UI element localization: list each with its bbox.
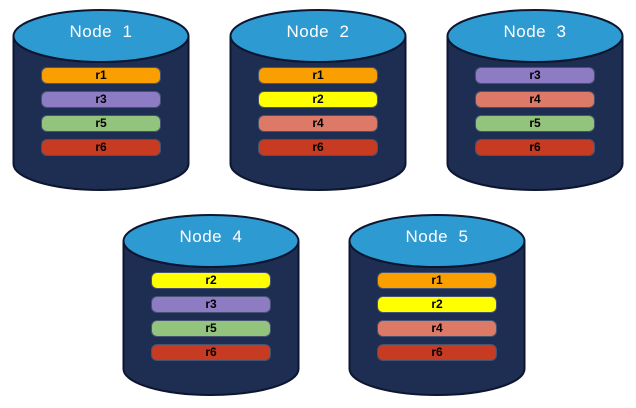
node-cylinder-5: Node 5 r1 r2 r4 r6: [348, 211, 526, 399]
replica-list: r3 r4 r5 r6: [446, 6, 624, 194]
replica-bar-r3: r3: [476, 68, 594, 83]
node-cylinder-1: Node 1 r1 r3 r5 r6: [12, 6, 190, 194]
replica-bar-r4: r4: [476, 92, 594, 107]
replica-bar-r3: r3: [152, 297, 270, 312]
cylinder-top: [12, 9, 190, 63]
replica-bar-r1: r1: [378, 273, 496, 288]
cylinder-top: [122, 214, 300, 268]
replica-bar-r5: r5: [152, 321, 270, 336]
replica-bar-r1: r1: [42, 68, 160, 83]
cylinder-top: [446, 9, 624, 63]
node-title: Node 2: [286, 22, 350, 41]
replica-bar-r3: r3: [42, 92, 160, 107]
replica-list: r1 r2 r4 r6: [229, 6, 407, 194]
replica-bar-r6: r6: [476, 140, 594, 155]
node-cylinder-3: Node 3 r3 r4 r5 r6: [446, 6, 624, 194]
replica-bar-r6: r6: [152, 345, 270, 360]
node-title: Node 4: [179, 227, 243, 246]
replica-list: r1 r3 r5 r6: [12, 6, 190, 194]
replica-bar-r2: r2: [259, 92, 377, 107]
replica-bar-r5: r5: [476, 116, 594, 131]
replica-bar-r6: r6: [378, 345, 496, 360]
node-title: Node 5: [405, 227, 469, 246]
cylinder-top: [348, 214, 526, 268]
replica-bar-r4: r4: [259, 116, 377, 131]
replica-list: r2 r3 r5 r6: [122, 211, 300, 399]
replica-bar-r2: r2: [378, 297, 496, 312]
replica-list: r1 r2 r4 r6: [348, 211, 526, 399]
replica-bar-r2: r2: [152, 273, 270, 288]
replica-bar-r4: r4: [378, 321, 496, 336]
replica-bar-r5: r5: [42, 116, 160, 131]
cylinder-top: [229, 9, 407, 63]
node-title: Node 3: [503, 22, 567, 41]
node-title: Node 1: [69, 22, 133, 41]
replica-bar-r6: r6: [42, 140, 160, 155]
replica-bar-r1: r1: [259, 68, 377, 83]
replica-bar-r6: r6: [259, 140, 377, 155]
node-cylinder-4: Node 4 r2 r3 r5 r6: [122, 211, 300, 399]
node-cylinder-2: Node 2 r1 r2 r4 r6: [229, 6, 407, 194]
